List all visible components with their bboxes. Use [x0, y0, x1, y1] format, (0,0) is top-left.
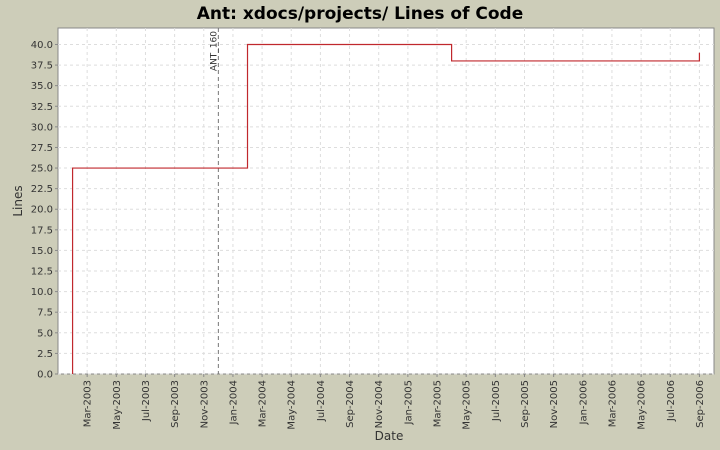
marker-label: ANT_160: [209, 31, 219, 71]
x-tick-label: Sep-2006: [695, 380, 706, 428]
x-tick-label: Sep-2003: [170, 380, 181, 428]
chart-title: Ant: xdocs/projects/ Lines of Code: [197, 4, 524, 24]
x-tick-label: Sep-2005: [520, 380, 531, 428]
x-tick-label: Jan-2005: [403, 380, 414, 425]
y-tick-label: 10.0: [31, 287, 53, 298]
y-tick-label: 40.0: [31, 40, 53, 51]
y-tick-label: 35.0: [31, 81, 53, 92]
y-tick-label: 0.0: [37, 370, 53, 381]
x-tick-label: Jan-2006: [578, 380, 589, 425]
x-tick-label: Nov-2004: [374, 380, 385, 428]
x-axis-label: Date: [375, 429, 404, 443]
x-tick-label: Mar-2006: [607, 380, 618, 427]
x-tick-label: May-2004: [287, 380, 298, 430]
x-tick-label: Jan-2004: [228, 380, 239, 425]
x-tick-label: Sep-2004: [345, 380, 356, 428]
step-line: [71, 43, 701, 374]
x-tick-label: May-2003: [112, 380, 123, 430]
x-tick-label: Jul-2004: [316, 380, 327, 422]
x-tick-label: May-2006: [637, 380, 648, 430]
x-tick-label: Nov-2003: [199, 380, 210, 428]
x-tick-label: Mar-2003: [83, 380, 94, 427]
x-tick-label: Jul-2003: [141, 380, 152, 422]
x-tick-label: Mar-2005: [433, 380, 444, 427]
y-tick-label: 20.0: [31, 205, 53, 216]
y-tick-label: 7.5: [37, 308, 53, 319]
y-tick-label: 15.0: [31, 246, 53, 257]
x-tick-label: Jul-2006: [666, 380, 677, 422]
y-tick-label: 12.5: [31, 267, 53, 278]
y-tick-label: 25.0: [31, 164, 53, 175]
y-tick-label: 30.0: [31, 122, 53, 133]
y-tick-label: 32.5: [31, 102, 53, 113]
y-tick-label: 5.0: [37, 328, 53, 339]
x-tick-label: Nov-2005: [549, 380, 560, 428]
y-tick-label: 2.5: [37, 349, 53, 360]
x-tick-label: Mar-2004: [258, 380, 269, 427]
y-tick-label: 37.5: [31, 61, 53, 72]
x-tick-label: May-2005: [462, 380, 473, 430]
y-axis-label: Lines: [11, 185, 25, 216]
x-tick-label: Jul-2005: [491, 380, 502, 422]
plot-area: [57, 27, 715, 375]
y-tick-label: 17.5: [31, 225, 53, 236]
y-tick-label: 22.5: [31, 184, 53, 195]
y-tick-label: 27.5: [31, 143, 53, 154]
